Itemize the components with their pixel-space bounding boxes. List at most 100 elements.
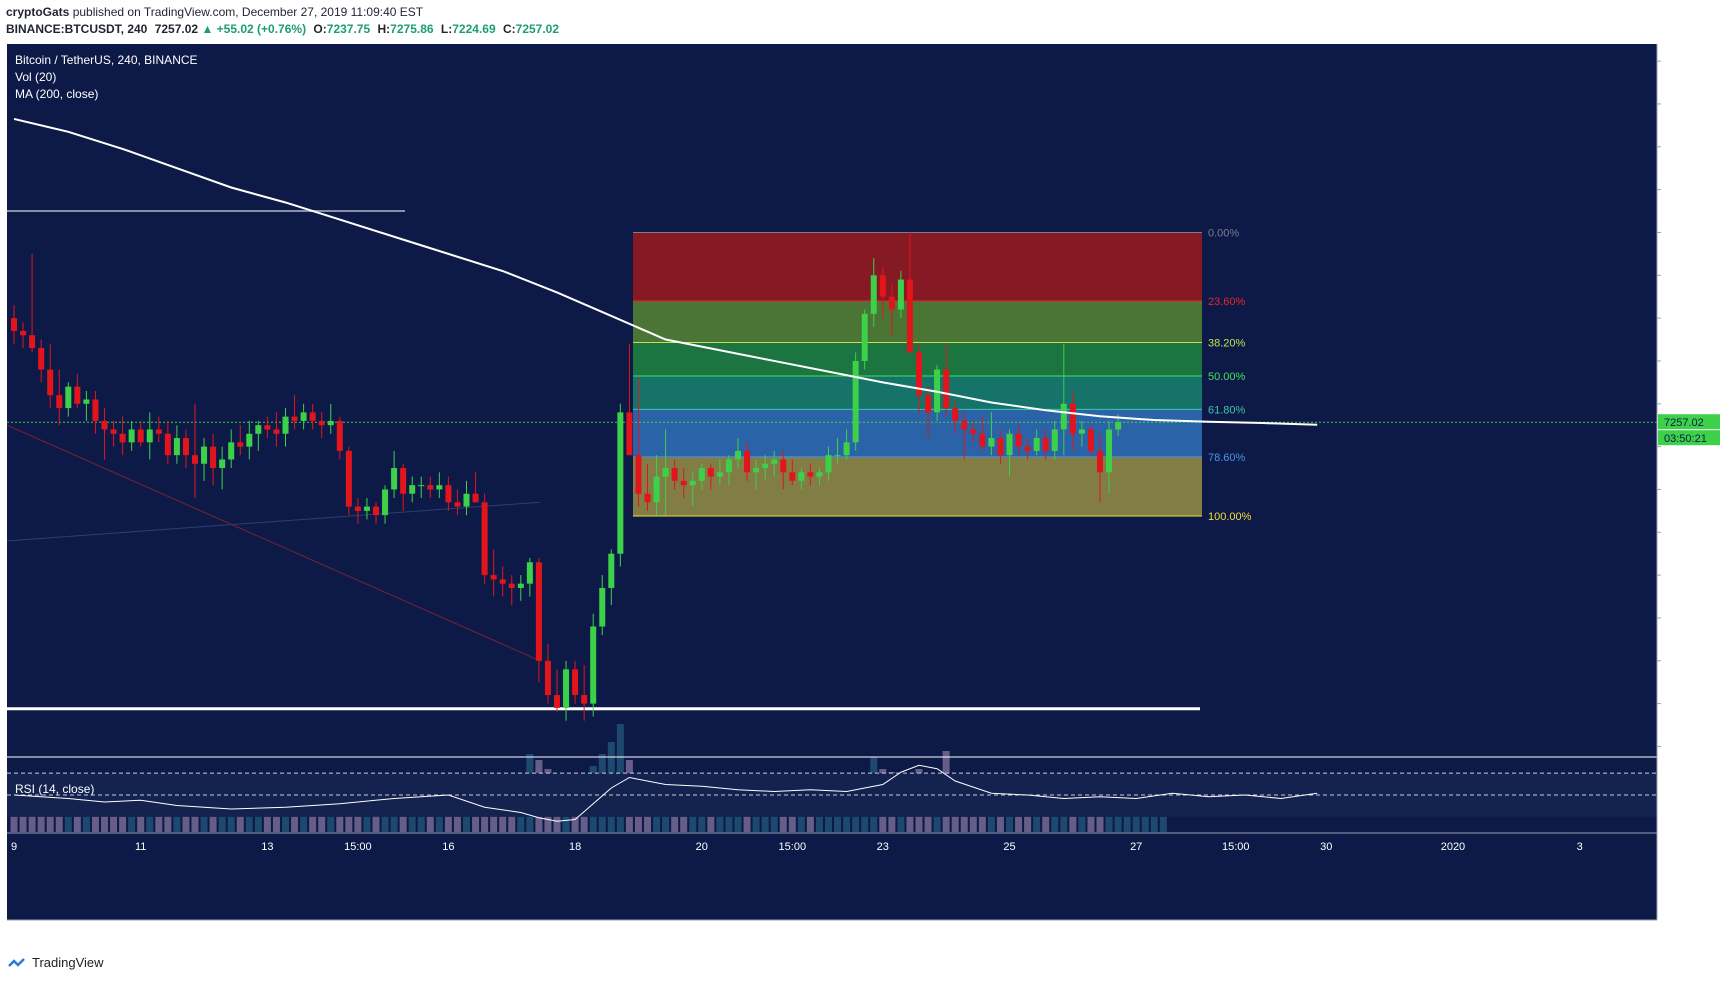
volume-bar [173,802,181,832]
fib-level-label: 100.00% [1208,511,1252,523]
volume-bar [399,808,407,832]
price-axis[interactable]: 8100.00 8000.00 7900.00 7800.00 7700.00 7600.… [1656,44,1705,920]
author-name[interactable]: cryptoGats [6,5,70,19]
fib-zone [633,232,1202,301]
candle [1106,429,1113,473]
candle [282,416,289,434]
candle [354,506,361,511]
candle [391,468,398,490]
candle [418,485,425,487]
candle [798,472,805,481]
open-value: 7237.75 [326,22,371,36]
price-tick-label: 7800.00 [1665,185,1705,197]
fib-level-label: 61.80% [1208,404,1246,416]
volume-bar [671,802,679,832]
candle [327,420,334,426]
time-axis[interactable]: 9 11 13 15:00 16 18 20 15:00 23 25 27 15:00 30 2020 3 [7,832,1657,921]
volume-bar [390,805,398,832]
candle [843,442,850,456]
candle [635,455,642,494]
close-label: C: [502,22,516,36]
candle [264,425,271,430]
price-tick-label: 7100.00 [1665,484,1705,496]
volume-bar [1006,805,1013,832]
candle [925,395,932,413]
legend-volume: Vol (20) [15,70,56,84]
candle [155,429,162,434]
volume-bar [408,802,416,832]
candle [300,412,307,421]
candle [273,429,280,434]
candle [38,348,45,370]
volume-bar [698,802,706,832]
time-tick-label: 18 [569,841,581,853]
volume-bar [1087,802,1095,832]
candle [897,279,904,310]
candles[interactable] [11,232,1122,721]
candle [146,429,153,443]
volume-bar [426,805,434,832]
candle [490,575,497,580]
price-tick-label: 7500.00 [1665,313,1705,325]
candle [400,468,407,494]
time-tick-label: 9 [11,841,17,853]
volume-bar [435,802,443,832]
rsi-tick-label: 25.00 [1665,812,1693,824]
rsi-tick-label: 75.00 [1665,768,1693,780]
candle [1115,422,1122,430]
candle [508,583,515,588]
brand-label: TradingView [32,955,104,970]
candle [1015,433,1022,447]
candle [997,438,1004,456]
candle [228,442,235,460]
volume-bar [272,805,280,832]
price-tick-label: 7700.00 [1665,227,1705,239]
countdown-tag-text: 03:50:21 [1664,433,1707,445]
last-price-tags: 7257.02 03:50:21 [1658,414,1720,446]
price-tick-label: 7300.00 [1665,399,1705,411]
fib-level-label: 38.20% [1208,338,1246,350]
candle [210,446,217,469]
candle [47,369,54,396]
candle [436,485,443,490]
fibonacci-retracement[interactable]: 0.00% 23.60% 38.20% 50.00% 61.80% 78.60% 100.0… [633,227,1252,523]
footer-brand[interactable]: TradingView [8,955,104,970]
price-chart[interactable]: 0.00% 23.60% 38.20% 50.00% 61.80% 78.60% 100.0… [0,40,1723,952]
candle [382,489,389,516]
publish-info: cryptoGats published on TradingView.com,… [6,5,423,19]
volume-bar [318,802,326,832]
volume-bar [1105,802,1113,832]
candle [517,583,524,588]
time-tick-label: 16 [442,841,454,853]
volume-bar [345,802,353,832]
candle [753,468,760,473]
candle [816,472,823,477]
candle [526,562,533,584]
price-tick-label: 6800.00 [1665,613,1705,625]
change-value: +55.02 (+0.76%) [216,22,307,36]
candle [110,429,117,434]
time-tick-label: 23 [877,841,889,853]
candle [1033,438,1040,451]
time-tick-label: 15:00 [779,841,807,853]
volume-bar [300,808,308,832]
low-value: 7224.69 [452,22,496,36]
volume-bar [969,802,977,832]
time-tick-label: 11 [135,841,146,853]
candle [834,455,841,457]
candle [1078,429,1085,434]
volume-bar [119,802,127,832]
fib-level-label: 50.00% [1208,371,1246,383]
candle [662,468,669,477]
volume-bar [779,808,787,832]
volume-bar [200,802,208,832]
volume-bar [644,802,651,832]
time-tick-label: 20 [696,841,708,853]
candle [653,476,660,503]
price-tick-label: 7400.00 [1665,356,1705,368]
fib-zone [633,456,1202,517]
volume-bar [463,802,470,832]
last-price-tag-text: 7257.02 [1664,417,1704,429]
candle [952,408,959,421]
fib-level-label: 0.00% [1208,227,1239,239]
